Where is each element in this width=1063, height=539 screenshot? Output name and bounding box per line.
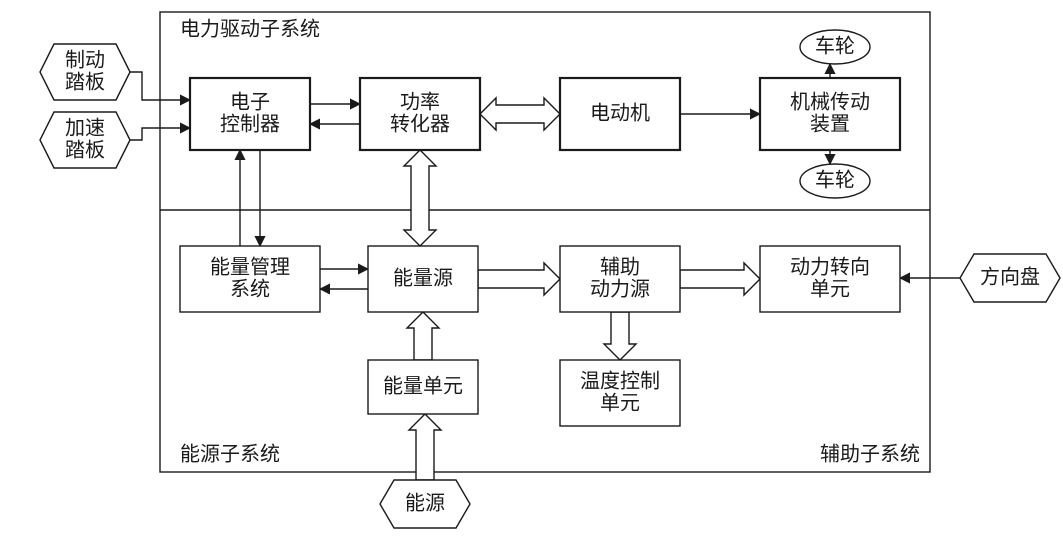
svg-text:动力转向: 动力转向 bbox=[790, 255, 870, 278]
node-energy: 能源 bbox=[380, 480, 470, 528]
svg-text:动力源: 动力源 bbox=[590, 277, 650, 300]
node-steer: 动力转向单元 bbox=[760, 246, 900, 312]
svg-text:控制器: 控制器 bbox=[220, 112, 280, 135]
svg-text:车轮: 车轮 bbox=[815, 168, 855, 191]
svg-text:能源: 能源 bbox=[405, 491, 445, 514]
svg-text:制动: 制动 bbox=[65, 48, 105, 71]
node-tctrl: 温度控制单元 bbox=[560, 360, 680, 426]
svg-text:装置: 装置 bbox=[810, 112, 850, 135]
node-ectrl: 电子控制器 bbox=[190, 78, 310, 150]
svg-text:温度控制: 温度控制 bbox=[580, 369, 660, 392]
svg-text:电动机: 电动机 bbox=[590, 101, 650, 124]
svg-text:加速: 加速 bbox=[65, 116, 105, 139]
svg-text:踏板: 踏板 bbox=[65, 138, 105, 161]
node-wheel2: 车轮 bbox=[800, 164, 870, 198]
svg-text:能量源: 能量源 bbox=[393, 266, 453, 289]
svg-text:辅助: 辅助 bbox=[600, 255, 640, 278]
svg-text:电子: 电子 bbox=[230, 90, 270, 113]
region-label-aux: 辅助子系统 bbox=[820, 442, 920, 465]
svg-text:功率: 功率 bbox=[400, 90, 440, 113]
svg-text:能量管理: 能量管理 bbox=[210, 255, 290, 278]
svg-text:能量单元: 能量单元 bbox=[383, 374, 463, 397]
svg-text:系统: 系统 bbox=[230, 277, 270, 300]
node-eunit: 能量单元 bbox=[368, 360, 478, 414]
node-brake: 制动踏板 bbox=[40, 44, 130, 100]
svg-text:转化器: 转化器 bbox=[390, 112, 450, 135]
node-accel: 加速踏板 bbox=[40, 112, 130, 168]
region-label-energy: 能源子系统 bbox=[180, 442, 280, 465]
node-swheel: 方向盘 bbox=[960, 254, 1060, 302]
svg-text:单元: 单元 bbox=[810, 277, 850, 300]
svg-text:车轮: 车轮 bbox=[815, 34, 855, 57]
node-apwr: 辅助动力源 bbox=[560, 246, 680, 312]
svg-text:踏板: 踏板 bbox=[65, 70, 105, 93]
svg-text:机械传动: 机械传动 bbox=[790, 90, 870, 113]
svg-text:单元: 单元 bbox=[600, 391, 640, 414]
node-wheel1: 车轮 bbox=[800, 30, 870, 64]
node-motor: 电动机 bbox=[560, 78, 680, 150]
system-diagram: 电力驱动子系统能源子系统辅助子系统制动踏板加速踏板电子控制器功率转化器电动机机械… bbox=[0, 0, 1063, 539]
node-esrc: 能量源 bbox=[368, 246, 478, 312]
node-ems: 能量管理系统 bbox=[180, 246, 320, 312]
svg-text:方向盘: 方向盘 bbox=[980, 265, 1040, 288]
node-pconv: 功率转化器 bbox=[360, 78, 480, 150]
region-label-drive: 电力驱动子系统 bbox=[180, 17, 320, 40]
node-mech: 机械传动装置 bbox=[760, 78, 900, 150]
